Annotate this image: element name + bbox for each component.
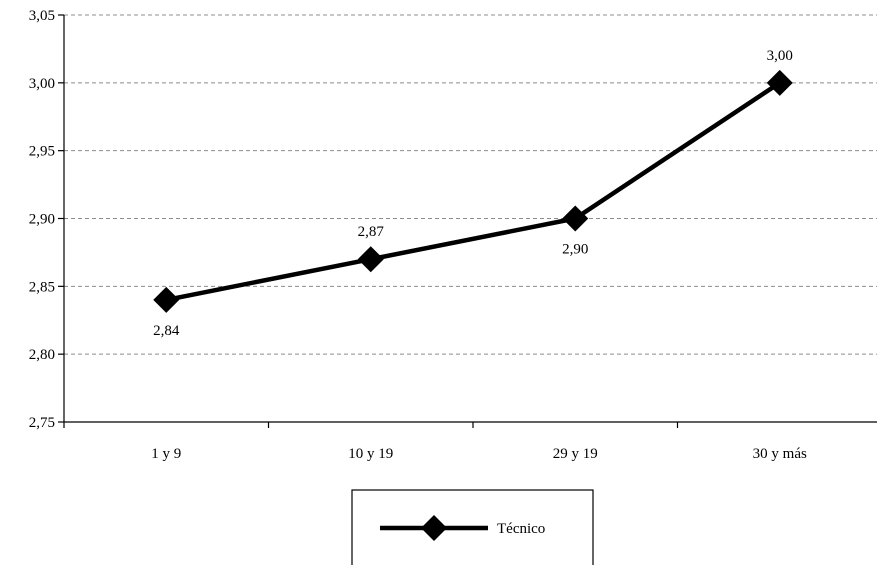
x-axis-ticks: 1 y 9 10 y 19 29 y 19 30 y más xyxy=(63,422,807,462)
x-tick-label: 29 y 19 xyxy=(553,446,598,462)
x-tick-label: 1 y 9 xyxy=(151,446,181,462)
series-line-tecnico xyxy=(165,80,781,303)
y-tick-label: 2,80 xyxy=(29,347,55,363)
y-tick-label: 2,90 xyxy=(29,212,55,228)
y-tick-label: 3,05 xyxy=(29,8,55,24)
series-tecnico xyxy=(153,69,793,313)
x-tick-label: 30 y más xyxy=(753,446,807,462)
data-point xyxy=(766,69,793,96)
data-label: 3,00 xyxy=(767,48,793,64)
data-point xyxy=(357,246,384,273)
y-tick-label: 3,00 xyxy=(29,76,55,92)
data-label: 2,90 xyxy=(562,242,588,258)
gridlines xyxy=(64,14,877,355)
data-label: 2,87 xyxy=(358,224,385,240)
x-tick-label: 10 y 19 xyxy=(348,446,393,462)
legend-label-tecnico: Técnico xyxy=(497,521,545,537)
y-tick-label: 2,85 xyxy=(29,279,55,295)
data-label: 2,84 xyxy=(153,323,180,339)
legend: Técnico xyxy=(351,489,594,565)
data-point xyxy=(153,286,180,313)
legend-marker-diamond xyxy=(421,515,447,541)
y-axis-ticks: 2,75 2,80 2,85 2,90 2,95 3,00 3,05 xyxy=(29,8,64,431)
y-tick-label: 2,95 xyxy=(29,144,55,160)
y-tick-label: 2,75 xyxy=(29,415,55,431)
data-point xyxy=(562,205,589,232)
data-labels: 2,84 2,87 2,90 3,00 xyxy=(153,48,793,339)
